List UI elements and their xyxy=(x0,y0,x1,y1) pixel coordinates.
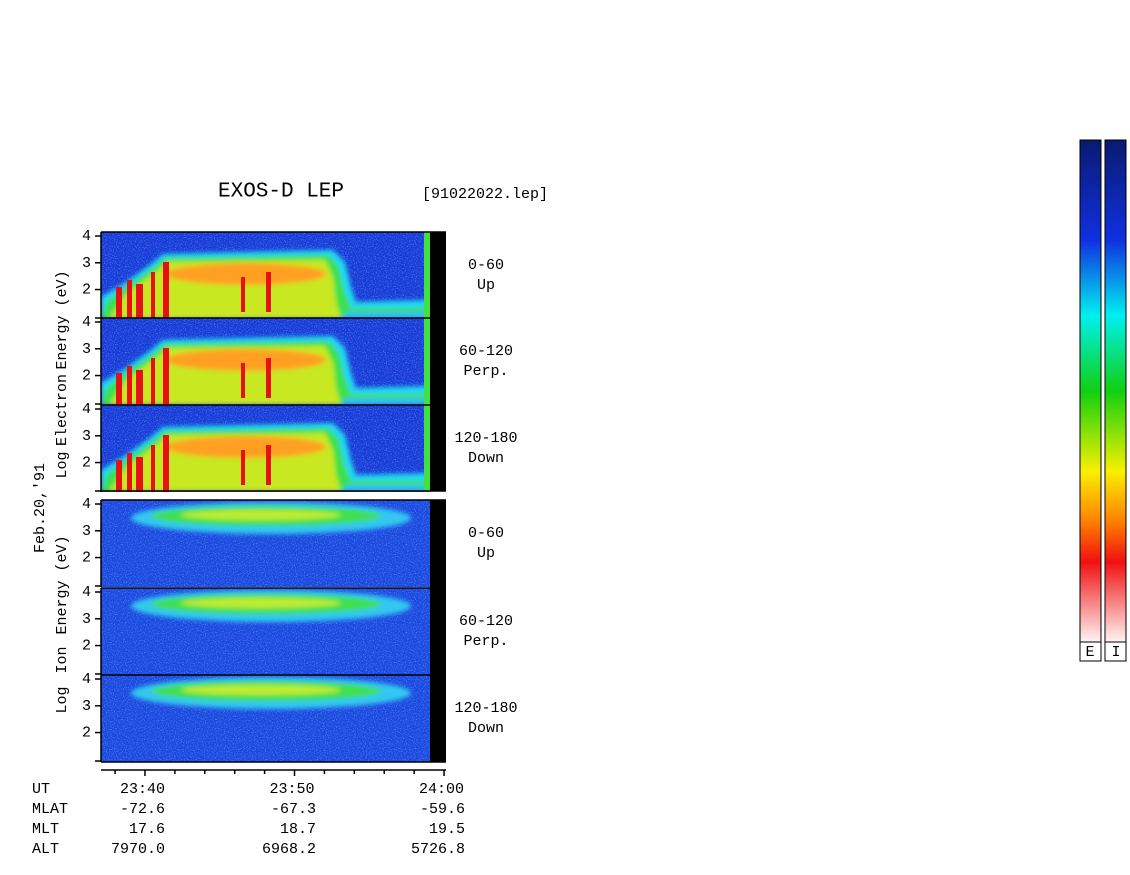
y-tick-label: 4 xyxy=(82,584,91,601)
y-tick-label: 4 xyxy=(82,314,91,331)
y-tick-label: 3 xyxy=(82,611,91,628)
file-name: [91022022.lep] xyxy=(422,186,548,203)
pitch-angle: 0-60 xyxy=(468,257,504,274)
x-tick-label: 23:40 xyxy=(120,781,165,798)
direction: Perp. xyxy=(463,633,508,650)
colorbar-label: E xyxy=(1085,644,1094,661)
row-value: 18.7 xyxy=(280,821,316,838)
spectrogram xyxy=(101,232,430,319)
row-label: UT xyxy=(32,781,50,798)
y-tick-label: 2 xyxy=(82,638,91,655)
y-tick-label: 3 xyxy=(82,255,91,272)
y-tick-label: 2 xyxy=(82,550,91,567)
row-value: -67.3 xyxy=(271,801,316,818)
row-value: 17.6 xyxy=(129,821,165,838)
direction: Down xyxy=(468,720,504,737)
row-value: 6968.2 xyxy=(262,841,316,858)
row-value: -72.6 xyxy=(120,801,165,818)
row-value: 5726.8 xyxy=(411,841,465,858)
colorbar xyxy=(1104,139,1127,643)
row-label: MLAT xyxy=(32,801,68,818)
species-label: Log xyxy=(54,686,71,713)
colorbar-box xyxy=(1079,641,1102,662)
spectrogram xyxy=(101,588,430,675)
spectrogram xyxy=(101,405,430,492)
direction: Perp. xyxy=(463,363,508,380)
colorbar xyxy=(1079,139,1102,643)
y-tick-label: 3 xyxy=(82,428,91,445)
pitch-angle: 120-180 xyxy=(454,430,517,447)
species-label: Log xyxy=(54,451,71,478)
y-tick-label: 3 xyxy=(82,341,91,358)
row-value: 19.5 xyxy=(429,821,465,838)
species-label: Energy (eV) xyxy=(54,270,71,369)
pitch-angle: 0-60 xyxy=(468,525,504,542)
row-label: MLT xyxy=(32,821,59,838)
species-label: Energy (eV) xyxy=(54,535,71,634)
x-tick-label: 23:50 xyxy=(269,781,314,798)
row-label: ALT xyxy=(32,841,59,858)
colorbar-label: I xyxy=(1111,644,1120,661)
y-tick-label: 4 xyxy=(82,401,91,418)
x-tick-label: 24:00 xyxy=(419,781,464,798)
axes xyxy=(95,231,446,776)
direction: Up xyxy=(477,545,495,562)
y-tick-label: 4 xyxy=(82,671,91,688)
pitch-angle: 60-120 xyxy=(459,613,513,630)
species-label: Ion xyxy=(54,646,71,673)
y-tick-label: 2 xyxy=(82,725,91,742)
y-tick-label: 3 xyxy=(82,523,91,540)
spectrogram xyxy=(101,675,430,762)
y-tick-label: 2 xyxy=(82,368,91,385)
direction: Up xyxy=(477,277,495,294)
data-gap xyxy=(430,500,446,762)
row-value: -59.6 xyxy=(420,801,465,818)
spectrogram xyxy=(101,500,430,587)
y-tick-label: 2 xyxy=(82,455,91,472)
date-label: Feb.20,'91 xyxy=(32,463,49,553)
species-label: Electron xyxy=(54,374,71,446)
direction: Down xyxy=(468,450,504,467)
y-tick-label: 4 xyxy=(82,496,91,513)
y-tick-label: 3 xyxy=(82,698,91,715)
y-tick-label: 4 xyxy=(82,228,91,245)
pitch-angle: 60-120 xyxy=(459,343,513,360)
y-tick-label: 2 xyxy=(82,282,91,299)
data-gap xyxy=(430,232,446,491)
pitch-angle: 120-180 xyxy=(454,700,517,717)
row-value: 7970.0 xyxy=(111,841,165,858)
title: EXOS-D LEP xyxy=(218,181,344,204)
spectrogram xyxy=(101,318,430,405)
colorbar-box xyxy=(1104,641,1127,662)
